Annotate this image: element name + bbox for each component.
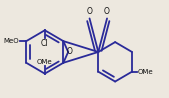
Text: MeO: MeO [4,38,19,44]
Text: OMe: OMe [37,59,53,65]
Text: O: O [87,7,92,16]
Text: O: O [104,7,110,16]
Text: O: O [66,47,72,56]
Text: OMe: OMe [138,69,153,75]
Text: Cl: Cl [41,39,49,48]
